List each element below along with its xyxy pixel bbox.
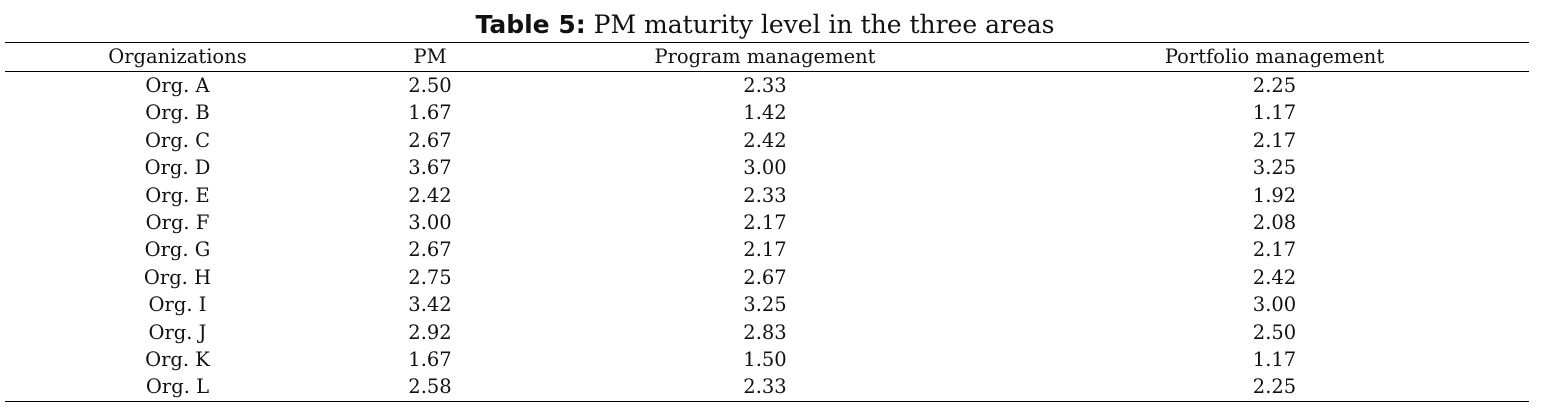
table-header: Organizations PM Program management Port…: [5, 42, 1529, 72]
header-organizations: Organizations: [108, 45, 247, 68]
organization-cell: Org. G: [144, 238, 211, 262]
organization-cell: Org. H: [143, 265, 212, 289]
header-pm: PM: [413, 45, 447, 68]
pm-cell: 2.58: [408, 375, 452, 399]
organization-cell: Org. E: [145, 183, 210, 207]
program-management-cell: 2.42: [743, 128, 787, 152]
table-row: Org. A 2.50 2.33 2.25: [5, 72, 1529, 100]
table-row: Org. J 2.92 2.83 2.50: [5, 319, 1529, 346]
organization-cell: Org. A: [145, 74, 210, 97]
portfolio-management-cell: 2.08: [1252, 211, 1297, 235]
table-row: Org. I 3.42 3.25 3.00: [5, 291, 1529, 318]
program-management-cell: 2.33: [743, 375, 787, 399]
caption-label: Table 5:: [475, 10, 586, 39]
pm-cell: 2.75: [408, 265, 452, 289]
pm-cell: 3.00: [408, 211, 452, 235]
portfolio-management-cell: 3.00: [1252, 293, 1297, 317]
portfolio-management-cell: 3.25: [1252, 156, 1297, 180]
program-management-cell: 2.17: [743, 211, 787, 235]
portfolio-management-cell: 2.42: [1252, 265, 1297, 289]
header-row: Organizations PM Program management Port…: [5, 42, 1529, 72]
table-row: Org. L 2.58 2.33 2.25: [5, 373, 1529, 402]
portfolio-management-cell: 1.92: [1252, 183, 1297, 207]
pm-cell: 3.67: [408, 156, 452, 180]
pm-cell: 1.67: [408, 348, 452, 372]
header-program-management: Program management: [654, 45, 876, 68]
pm-cell: 2.92: [408, 320, 452, 344]
table-row: Org. F 3.00 2.17 2.08: [5, 209, 1529, 236]
pm-cell: 2.42: [408, 183, 452, 207]
table-caption: Table 5: PM maturity level in the three …: [0, 9, 1530, 41]
pm-cell: 2.67: [408, 238, 452, 262]
portfolio-management-cell: 2.25: [1252, 74, 1297, 97]
program-management-cell: 1.50: [743, 348, 787, 372]
pm-cell: 2.67: [408, 128, 452, 152]
portfolio-management-cell: 1.17: [1252, 101, 1297, 125]
organization-cell: Org. B: [145, 101, 210, 125]
pm-cell: 1.67: [408, 101, 452, 125]
organization-cell: Org. K: [145, 348, 210, 372]
pm-cell: 2.50: [408, 74, 452, 97]
table-row: Org. D 3.67 3.00 3.25: [5, 154, 1529, 181]
table-body: Org. A 2.50 2.33 2.25 Org. B 1.67 1.42 1.17 Org.…: [5, 72, 1529, 402]
maturity-table: Organizations PM Program management Port…: [5, 42, 1529, 402]
organization-cell: Org. J: [148, 320, 207, 344]
program-management-cell: 2.83: [743, 320, 787, 344]
program-management-cell: 2.67: [743, 265, 787, 289]
table-row: Org. H 2.75 2.67 2.42: [5, 264, 1529, 291]
table-row: Org. B 1.67 1.42 1.17: [5, 99, 1529, 126]
table-row: Org. G 2.67 2.17 2.17: [5, 236, 1529, 263]
table-row: Org. E 2.42 2.33 1.92: [5, 182, 1529, 209]
table-row: Org. K 1.67 1.50 1.17: [5, 346, 1529, 373]
program-management-cell: 1.42: [743, 101, 787, 125]
portfolio-management-cell: 2.25: [1252, 375, 1297, 399]
program-management-cell: 2.33: [743, 74, 787, 97]
caption-text: PM maturity level in the three areas: [585, 10, 1055, 39]
portfolio-management-cell: 2.17: [1252, 238, 1297, 262]
organization-cell: Org. L: [145, 375, 210, 399]
program-management-cell: 3.25: [743, 293, 787, 317]
header-portfolio-management: Portfolio management: [1164, 45, 1385, 68]
portfolio-management-cell: 2.17: [1252, 128, 1297, 152]
portfolio-management-cell: 2.50: [1252, 320, 1297, 344]
pm-cell: 3.42: [408, 293, 452, 317]
organization-cell: Org. C: [144, 128, 211, 152]
organization-cell: Org. I: [148, 293, 207, 317]
program-management-cell: 3.00: [743, 156, 787, 180]
organization-cell: Org. D: [144, 156, 211, 180]
organization-cell: Org. F: [145, 211, 210, 235]
table-row: Org. C 2.67 2.42 2.17: [5, 127, 1529, 154]
portfolio-management-cell: 1.17: [1252, 348, 1297, 372]
program-management-cell: 2.33: [743, 183, 787, 207]
program-management-cell: 2.17: [743, 238, 787, 262]
